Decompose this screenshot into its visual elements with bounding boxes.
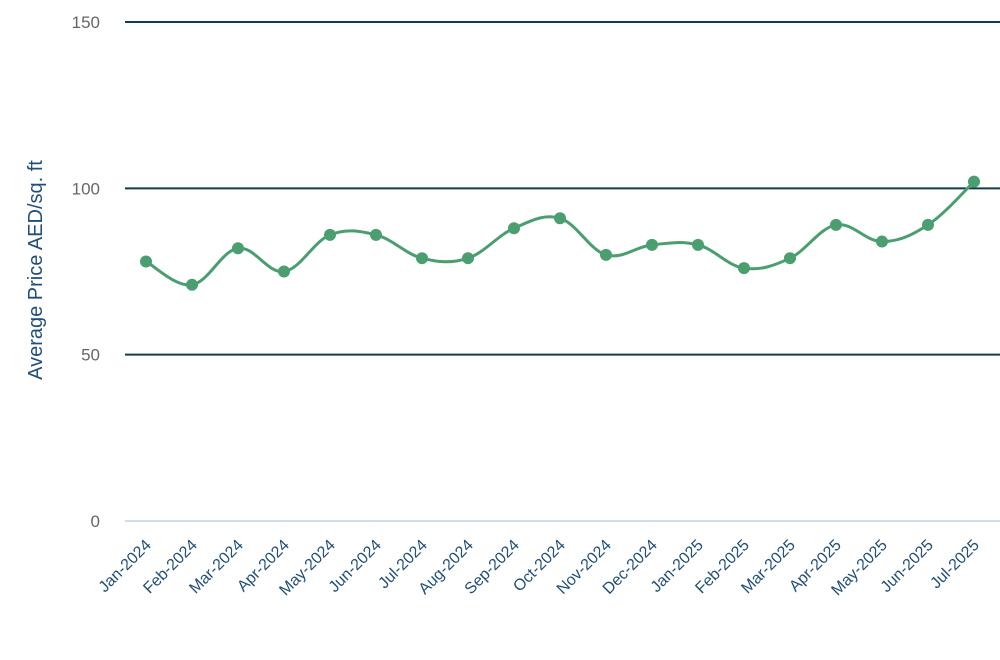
y-tick-label: 0 [91,512,100,531]
y-tick-label: 50 [81,346,100,365]
y-axis-label: Average Price AED/sq. ft [25,160,47,380]
x-tick-labels: Jan-2024Feb-2024Mar-2024Apr-2024May-2024… [96,537,983,599]
data-point[interactable] [646,238,658,251]
data-point[interactable] [830,218,842,231]
data-point[interactable] [186,278,198,291]
data-point[interactable] [462,252,474,265]
data-point[interactable] [232,242,244,255]
y-tick-labels: 0 50 100 150 [72,13,100,531]
data-point[interactable] [370,228,382,241]
data-point[interactable] [968,175,980,188]
data-point[interactable] [508,222,520,235]
data-point[interactable] [554,212,566,225]
y-tick-label: 150 [72,13,100,32]
data-point[interactable] [140,255,152,268]
data-point[interactable] [876,235,888,248]
x-tick-label: Jul-2025 [927,537,982,592]
data-point[interactable] [416,252,428,265]
data-point[interactable] [600,248,612,261]
grid-lines [125,21,1000,522]
data-point[interactable] [692,238,704,251]
data-point[interactable] [324,228,336,241]
data-point[interactable] [738,262,750,275]
data-points [140,175,980,291]
data-point[interactable] [278,265,290,278]
y-tick-label: 100 [72,179,100,198]
data-point[interactable] [784,252,796,265]
series-line [145,180,976,287]
data-point[interactable] [922,218,934,231]
